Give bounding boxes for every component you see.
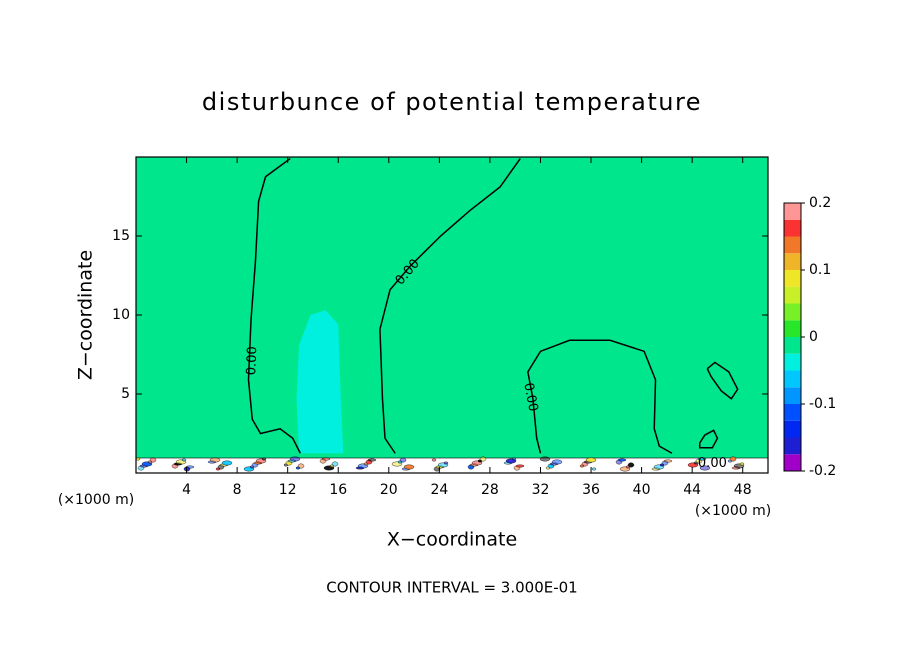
x-tick-label: 16 (329, 482, 347, 498)
colorbar-tick-label: 0.1 (809, 262, 831, 278)
x-axis-label: X−coordinate (387, 529, 517, 551)
surface-layer (135, 456, 769, 474)
surface-blob (331, 461, 339, 467)
y-unit: (×1000 m) (58, 492, 134, 508)
x-tick-label: 36 (582, 482, 600, 498)
x-tick-label: 48 (734, 482, 752, 498)
x-tick-label: 20 (380, 482, 398, 498)
colorbar-box (784, 337, 801, 354)
surface-blob (739, 462, 745, 466)
surface-blob (479, 456, 487, 462)
contour-label: 0.00 (520, 382, 540, 413)
surface-blob (443, 461, 449, 465)
surface-blob (539, 456, 551, 462)
colorbar-box (784, 387, 801, 404)
contour-line (527, 339, 673, 454)
surface-blob (627, 462, 635, 468)
contour-label: 0.00 (244, 346, 260, 376)
chart-title: disturbunce of potential temperature (202, 88, 702, 116)
field-region (296, 310, 344, 454)
colorbar-tick-label: 0 (809, 329, 818, 345)
surface-blob (591, 467, 597, 471)
colorbar-box (784, 303, 801, 321)
contour-line (247, 157, 301, 454)
field-fill (136, 157, 768, 473)
surface-blob (403, 464, 415, 470)
surface-blob (209, 457, 221, 463)
colorbar-tick-label: -0.2 (809, 463, 836, 479)
colorbar-box (784, 219, 801, 237)
x-tick-label: 28 (481, 482, 499, 498)
surface-blob (321, 457, 331, 461)
surface-blob (367, 458, 377, 462)
surface-blob (399, 457, 407, 463)
surface-strip (135, 457, 769, 474)
colorbar-box (784, 437, 801, 455)
surface-blob (261, 457, 267, 461)
y-tick-label: 5 (121, 386, 130, 402)
x-tick-label: 24 (430, 482, 448, 498)
surface-blob (221, 460, 233, 466)
contour-line (379, 158, 521, 454)
colorbar-box (784, 286, 801, 304)
surface-blob (431, 458, 437, 462)
x-tick-label: 8 (233, 482, 242, 498)
contour-line (706, 361, 739, 400)
surface-blob (617, 458, 627, 462)
colorbar-tick-label: 0.2 (809, 195, 831, 211)
surface-blob (181, 458, 187, 462)
x-tick-label: 32 (532, 482, 550, 498)
surface-blob (149, 457, 157, 463)
colorbar-box (784, 353, 801, 371)
surface-blob (289, 456, 301, 462)
surface-blob (697, 457, 707, 461)
surface-blob (515, 464, 525, 468)
surface-blob (551, 459, 563, 465)
colorbar-box (784, 320, 801, 337)
contour-line (698, 429, 719, 449)
colorbar-tick-label: -0.1 (809, 396, 836, 412)
x-tick-label: 12 (279, 482, 297, 498)
x-unit: (×1000 m) (695, 503, 771, 519)
y-tick-label: 15 (112, 228, 130, 244)
y-tick-label: 10 (112, 307, 130, 323)
colorbar-box (784, 253, 801, 270)
colorbar-box (784, 404, 801, 421)
colorbar-box (784, 370, 801, 388)
surface-blob (585, 457, 597, 463)
colorbar-box (784, 203, 801, 220)
surface-blob (185, 465, 195, 469)
contour-label: 0.00 (698, 456, 727, 471)
surface-blob (663, 459, 673, 463)
colorbar-box (784, 454, 801, 471)
surface-blob (297, 463, 305, 469)
y-axis-label: Z−coordinate (75, 250, 97, 380)
x-tick-label: 44 (683, 482, 701, 498)
surface-blob (699, 465, 711, 471)
x-tick-label: 40 (633, 482, 651, 498)
colorbar-box (784, 270, 801, 287)
colorbar-box (784, 420, 801, 438)
x-tick-label: 4 (182, 482, 191, 498)
footnote: CONTOUR INTERVAL = 3.000E-01 (326, 579, 577, 597)
colorbar-box (784, 236, 801, 254)
surface-blob (511, 457, 517, 461)
surface-blob (729, 456, 737, 462)
